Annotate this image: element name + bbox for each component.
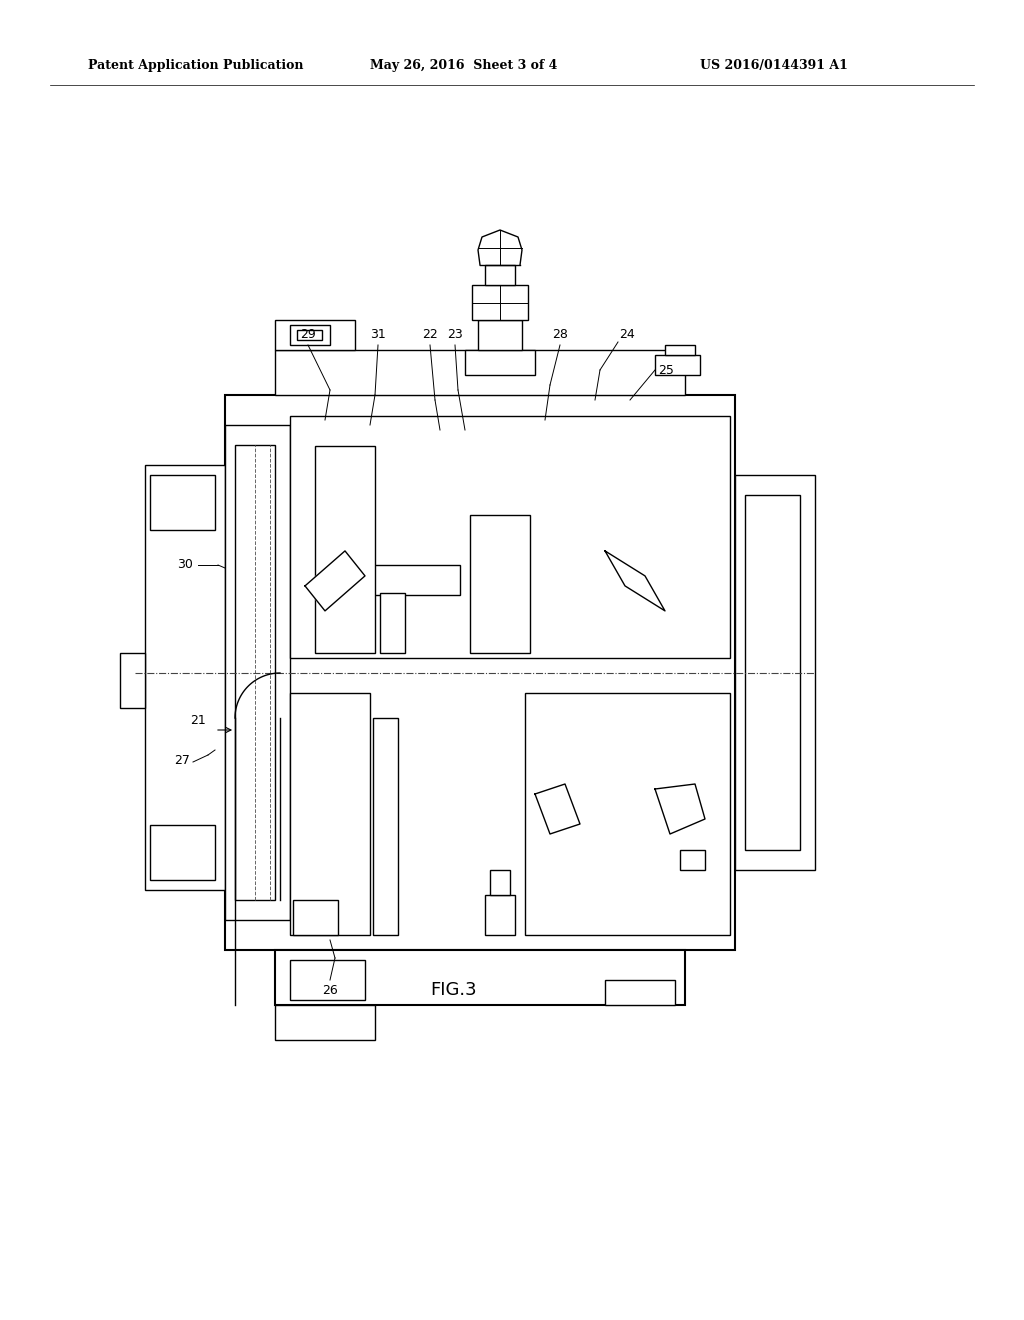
Bar — [745, 495, 800, 850]
Bar — [150, 475, 215, 531]
Polygon shape — [305, 550, 365, 611]
Bar — [485, 265, 515, 285]
Text: FIG.3: FIG.3 — [430, 981, 476, 999]
Text: 30: 30 — [177, 558, 193, 572]
Bar — [275, 319, 355, 350]
Bar — [290, 693, 370, 935]
Bar — [275, 350, 685, 395]
Bar — [297, 330, 322, 341]
Text: 22: 22 — [422, 329, 438, 342]
Bar — [225, 425, 290, 920]
Text: 28: 28 — [552, 329, 568, 342]
Text: Patent Application Publication: Patent Application Publication — [88, 58, 303, 71]
Polygon shape — [535, 784, 580, 834]
Bar — [225, 395, 735, 950]
Bar — [120, 653, 145, 708]
Bar — [370, 565, 460, 595]
Bar — [290, 416, 730, 657]
Bar — [655, 355, 700, 375]
Text: 26: 26 — [323, 983, 338, 997]
Bar — [234, 445, 275, 900]
Bar — [472, 285, 528, 319]
Bar — [665, 345, 695, 355]
Bar — [275, 950, 685, 1005]
Text: 23: 23 — [447, 329, 463, 342]
Bar — [380, 593, 406, 653]
Text: US 2016/0144391 A1: US 2016/0144391 A1 — [700, 58, 848, 71]
Text: 25: 25 — [658, 363, 674, 376]
Text: 27: 27 — [174, 754, 189, 767]
Polygon shape — [655, 784, 705, 834]
Bar — [290, 960, 365, 1001]
Bar — [465, 350, 535, 375]
Bar — [485, 895, 515, 935]
Polygon shape — [605, 550, 665, 611]
Bar — [145, 465, 225, 890]
Text: May 26, 2016  Sheet 3 of 4: May 26, 2016 Sheet 3 of 4 — [370, 58, 557, 71]
Bar — [290, 325, 330, 345]
Bar — [315, 446, 375, 653]
Text: 21: 21 — [190, 714, 206, 726]
Text: 31: 31 — [370, 329, 386, 342]
Bar — [490, 870, 510, 895]
Bar — [605, 979, 675, 1005]
Bar — [293, 900, 338, 935]
Bar — [373, 718, 398, 935]
Bar — [275, 1005, 375, 1040]
Bar — [680, 850, 705, 870]
Bar — [525, 693, 730, 935]
Bar — [478, 319, 522, 350]
Bar — [470, 515, 530, 653]
Text: 29: 29 — [300, 329, 315, 342]
Bar — [150, 825, 215, 880]
Text: 24: 24 — [620, 329, 635, 342]
Bar — [735, 475, 815, 870]
